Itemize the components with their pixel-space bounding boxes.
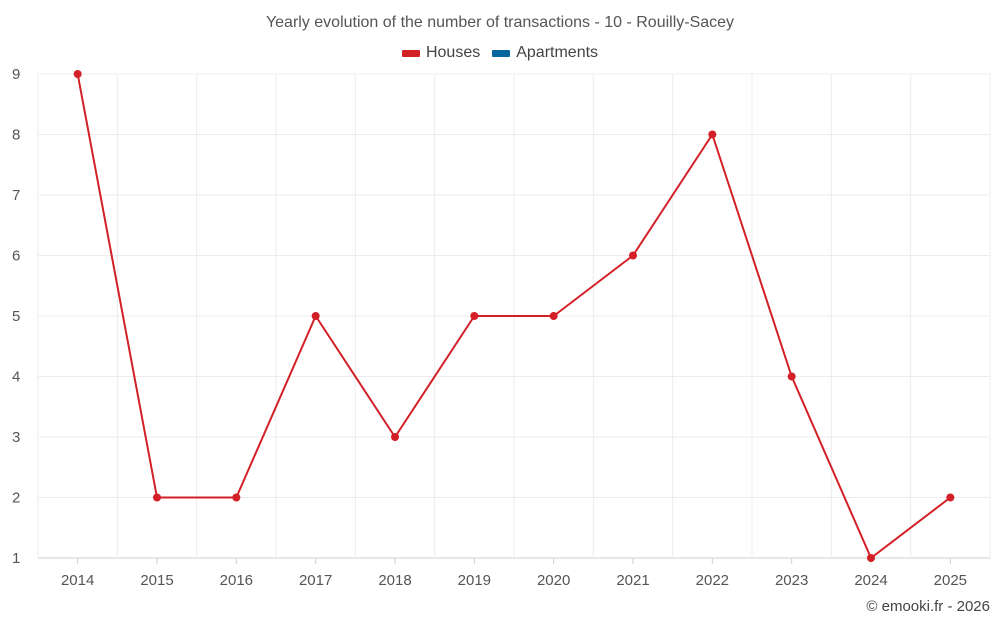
- x-tick-label-2019: 2019: [458, 572, 491, 589]
- series-line-houses: [76, 73, 951, 559]
- y-tick-label-5: 5: [12, 308, 20, 325]
- x-tick-label-2023: 2023: [775, 572, 808, 589]
- data-point-houses-2015: [153, 493, 161, 502]
- data-point-houses-2018: [391, 433, 399, 441]
- y-tick-label-6: 6: [12, 248, 20, 265]
- data-point-houses-2014: [73, 70, 82, 78]
- data-point-houses-2019: [470, 312, 479, 320]
- x-tick-label-2025: 2025: [934, 572, 967, 589]
- legend-swatch-houses: [401, 49, 420, 57]
- y-tick-label-2: 2: [12, 490, 20, 507]
- y-tick-label-1: 1: [12, 550, 20, 567]
- legend-item-houses[interactable]: Houses: [401, 44, 481, 62]
- x-tick-label-2016: 2016: [220, 572, 253, 589]
- x-tick-label-2021: 2021: [616, 572, 649, 589]
- chart-title: Yearly evolution of the number of transa…: [265, 14, 735, 31]
- axes: 1 2 3 4 5 6 7 8 9 2014 2015 2016 2017 2018 2019 2020 202…: [12, 66, 967, 589]
- data-point-houses-2021: [629, 251, 637, 260]
- y-tick-label-7: 7: [12, 187, 20, 204]
- x-tick-label-2017: 2017: [299, 572, 332, 589]
- x-tick-label-2020: 2020: [537, 572, 570, 589]
- legend-item-apartments[interactable]: Apartments: [492, 44, 598, 62]
- x-tick-label-2014: 2014: [61, 572, 94, 589]
- data-point-houses-2016: [232, 493, 241, 502]
- data-point-houses-2020: [549, 312, 558, 320]
- x-tick-label-2022: 2022: [696, 572, 729, 589]
- data-point-houses-2017: [311, 312, 320, 320]
- x-tick-label-2015: 2015: [140, 572, 173, 589]
- y-tick-label-9: 9: [12, 66, 20, 83]
- data-point-houses-2022: [708, 130, 717, 139]
- legend-swatch-apartments: [492, 49, 511, 57]
- data-point-houses-2023: [787, 372, 796, 381]
- y-tick-label-3: 3: [12, 429, 20, 446]
- data-point-houses-2024: [867, 554, 875, 562]
- y-tick-label-4: 4: [12, 369, 20, 386]
- chart-legend: Houses Apartments: [0, 44, 1000, 62]
- series-layer: [73, 70, 955, 562]
- data-point-houses-2025: [946, 493, 955, 502]
- legend-label-apartments: Apartments: [516, 44, 599, 61]
- legend-label-houses: Houses: [425, 44, 481, 61]
- y-tick-label-8: 8: [12, 127, 20, 144]
- x-tick-label-2024: 2024: [854, 572, 887, 589]
- x-tick-label-2018: 2018: [378, 572, 411, 589]
- credit-text: © emooki.fr - 2026: [866, 598, 990, 615]
